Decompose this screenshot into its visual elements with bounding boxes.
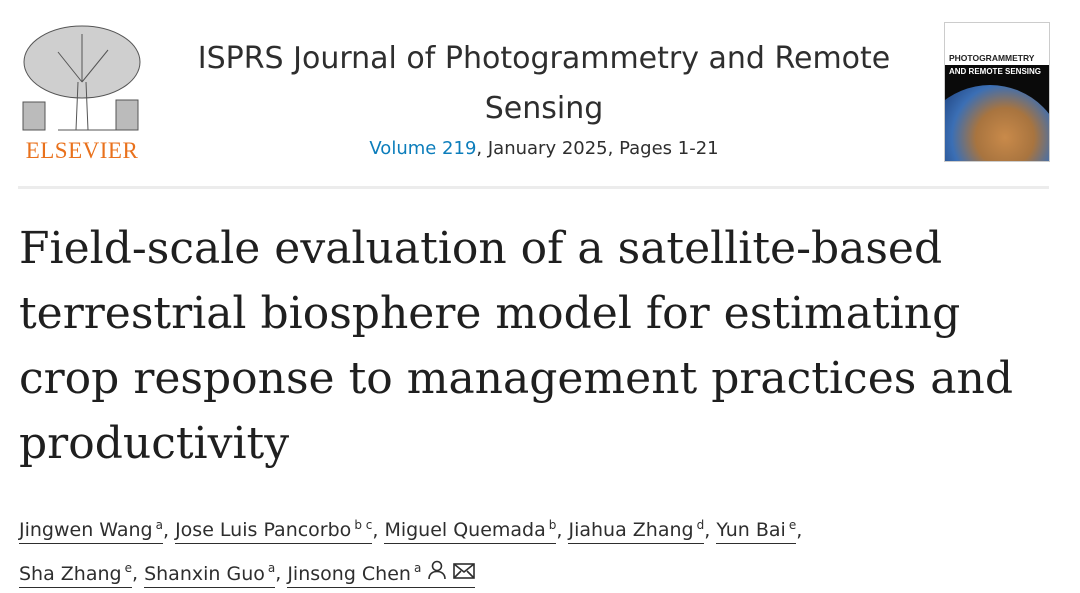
affiliation-marker: e [788,518,797,532]
elsevier-wordmark: ELSEVIER [25,138,139,163]
author-name: Jingwen Wang [19,519,153,542]
journal-header: ISPRS Journal of Photogrammetry and Remo… [160,34,928,159]
elsevier-tree-icon [22,25,141,131]
cover-title-line2: AND REMOTE SENSING [949,67,1042,76]
journal-title-link[interactable]: ISPRS Journal of Photogrammetry and Remo… [197,41,891,126]
author-link[interactable]: Shanxin Guo a [144,561,276,588]
affiliation-marker: a [267,561,276,576]
affiliation-marker: b c [354,518,373,532]
author-link[interactable]: Yun Bai e [716,518,797,545]
author-link[interactable]: Jiahua Zhang d [568,518,705,545]
envelope-icon [453,555,476,593]
header-divider [18,186,1049,189]
volume-info: Volume 219, January 2025, Pages 1-21 [160,138,928,159]
author-link[interactable]: Jingwen Wang a [19,518,163,545]
author-list: Jingwen Wang a, Jose Luis Pancorbo b c, Mi… [19,506,1059,593]
person-icon [427,555,447,593]
author-separator: , [796,519,803,542]
author-separator: , [556,519,569,542]
affiliation-marker: d [696,518,705,532]
issue-info: , January 2025, Pages 1-21 [476,138,719,159]
author-separator: , [131,562,145,585]
journal-cover-image[interactable]: PHOTOGRAMMETRY AND REMOTE SENSING [944,22,1050,162]
affiliation-marker: a [155,518,163,532]
affiliation-marker: b [548,518,557,532]
cover-globe-image [945,85,1049,161]
affiliation-marker: e [124,561,132,576]
author-link[interactable]: Jinsong Chen a [287,560,476,588]
article-title: Field-scale evaluation of a satellite-ba… [19,223,1014,469]
author-link[interactable]: Sha Zhang e [19,561,132,588]
elsevier-logo[interactable]: ELSEVIER [18,22,146,164]
author-name: Jinsong Chen [287,562,411,585]
author-name: Jiahua Zhang [568,519,694,542]
author-name: Miguel Quemada [384,519,546,542]
author-separator: , [162,519,176,542]
cover-title-line1: PHOTOGRAMMETRY [949,53,1035,63]
volume-link[interactable]: Volume 219 [369,138,477,159]
author-name: Shanxin Guo [144,562,265,585]
author-link[interactable]: Jose Luis Pancorbo b c [175,518,373,545]
author-name: Yun Bai [716,519,786,542]
author-link[interactable]: Miguel Quemada b [384,518,557,545]
author-name: Jose Luis Pancorbo [175,519,352,542]
affiliation-marker: a [413,561,422,576]
author-name: Sha Zhang [19,562,122,585]
author-separator: , [372,519,385,542]
author-separator: , [275,562,288,585]
author-separator: , [704,519,717,542]
